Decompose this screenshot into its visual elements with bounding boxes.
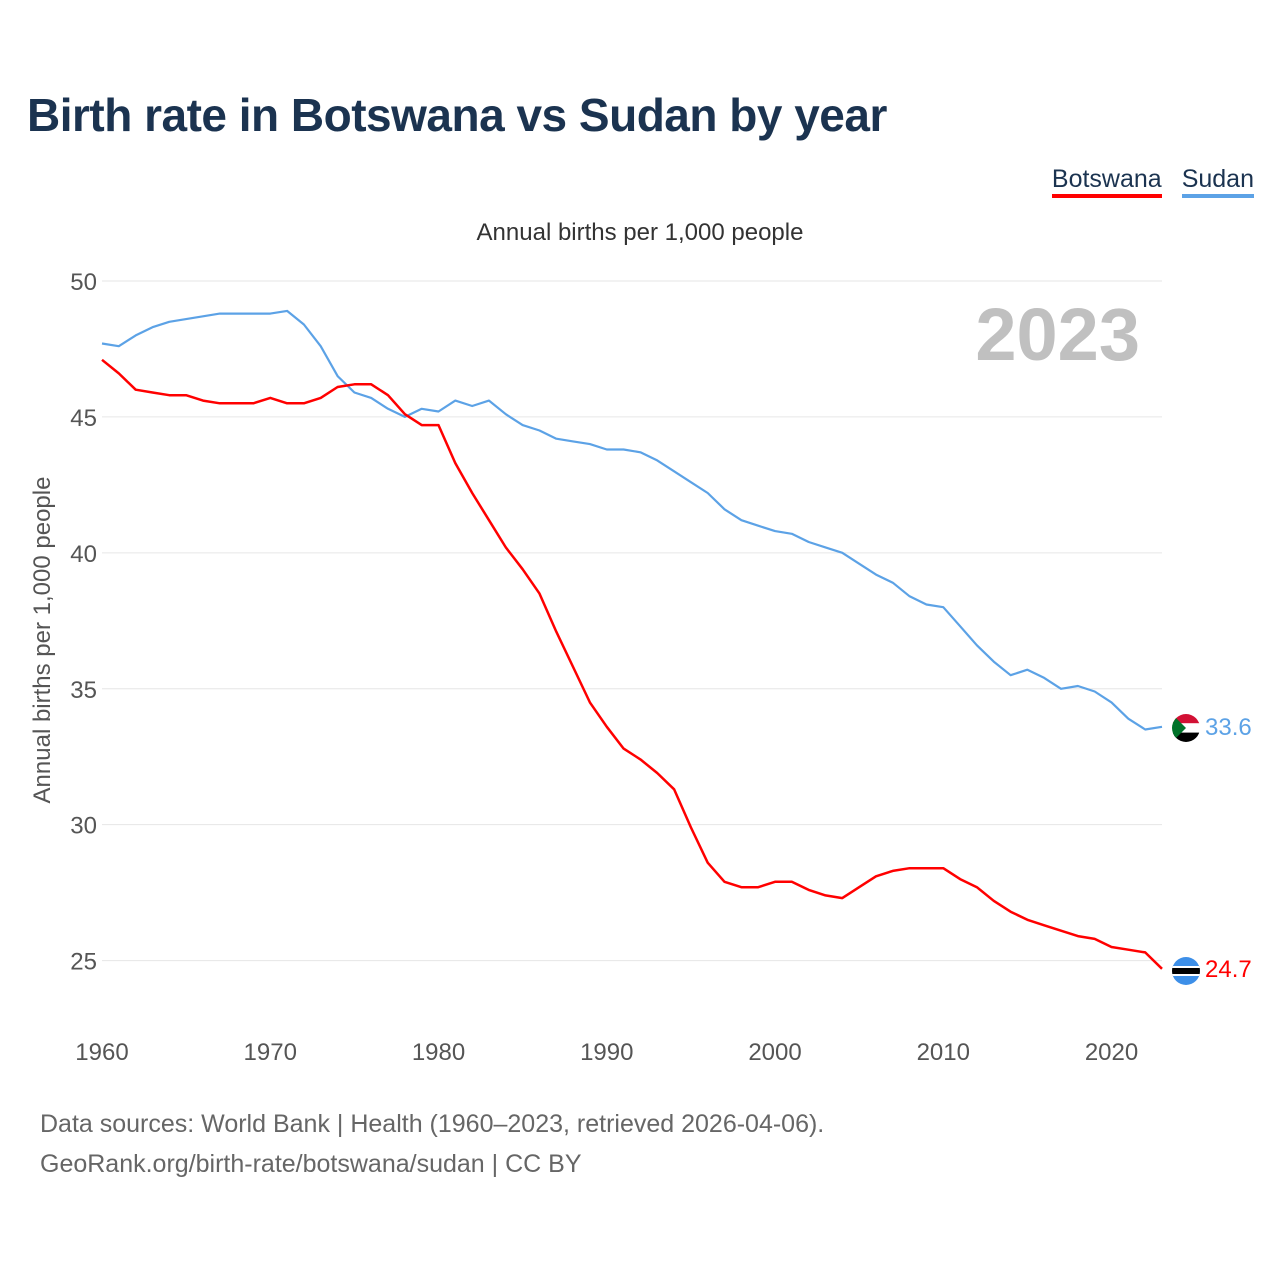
end-value-label-botswana: 24.7 [1205,956,1252,983]
legend: Botswana Sudan [1051,166,1254,198]
botswana-flag-icon [1172,957,1200,985]
x-tick-label: 2020 [1085,1039,1138,1066]
legend-item-botswana[interactable]: Botswana [1051,166,1162,198]
y-tick-label: 50 [70,269,97,296]
y-axis-label: Annual births per 1,000 people [29,477,56,804]
end-value-label-sudan: 33.6 [1205,714,1252,741]
x-tick-label: 1980 [412,1039,465,1066]
y-tick-label: 45 [70,405,97,432]
x-tick-label: 1960 [75,1039,128,1066]
chart-subtitle: Annual births per 1,000 people [477,219,804,246]
y-tick-label: 40 [70,541,97,568]
legend-item-sudan[interactable]: Sudan [1181,166,1254,198]
year-watermark: 2023 [975,293,1140,376]
x-tick-label: 2000 [748,1039,801,1066]
x-tick-label: 1970 [244,1039,297,1066]
series-lines [101,309,1163,970]
footer-sources: Data sources: World Bank | Health (1960–… [40,1110,825,1138]
chart-title: Birth rate in Botswana vs Sudan by year [27,89,887,141]
y-axis-ticks: 25 30 35 40 45 50 [70,269,97,976]
end-markers [1172,714,1200,985]
y-tick-label: 35 [70,677,97,704]
footer: Data sources: World Bank | Health (1960–… [40,1104,824,1184]
series-line-botswana [101,358,1163,970]
line-chart: Annual births per 1,000 people Annual bi… [29,219,1252,1066]
grid-lines [102,280,1162,962]
x-tick-label: 2010 [917,1039,970,1066]
end-labels: 33.6 24.7 [1205,714,1252,983]
footer-attribution[interactable]: GeoRank.org/birth-rate/botswana/sudan | … [40,1150,582,1178]
y-tick-label: 25 [70,949,97,976]
x-tick-label: 1990 [580,1039,633,1066]
series-line-sudan [101,309,1163,731]
sudan-flag-icon [1172,714,1200,742]
x-axis-ticks: 1960 1970 1980 1990 2000 2010 2020 [75,1039,1138,1066]
y-tick-label: 30 [70,813,97,840]
